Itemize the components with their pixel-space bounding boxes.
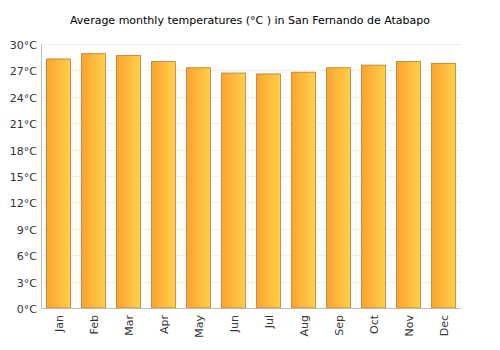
- grid-line: [41, 44, 461, 45]
- y-tick-label: 18°C: [10, 145, 37, 158]
- title: Average monthly temperatures (°C ) in Sa…: [70, 14, 430, 27]
- x-tick-label: Sep: [333, 315, 346, 336]
- x-axis: [41, 308, 461, 309]
- y-tick-label: 15°C: [10, 171, 37, 184]
- x-tick-label: Jul: [263, 315, 276, 329]
- x-tick-label: Feb: [88, 315, 101, 334]
- bars: [47, 54, 456, 308]
- y-tick-label: 9°C: [17, 224, 37, 237]
- y-tick-label: 6°C: [17, 250, 37, 263]
- y-tick-label: 30°C: [10, 39, 37, 52]
- bar: [327, 68, 351, 308]
- bar: [47, 59, 71, 308]
- x-tick-label: Dec: [438, 315, 451, 336]
- x-tick-label: Oct: [368, 314, 381, 334]
- y-axis: [41, 44, 42, 308]
- y-tick-label: 27°C: [10, 65, 37, 78]
- bar: [187, 68, 211, 308]
- x-tick-label: Jan: [53, 315, 66, 333]
- bar: [292, 72, 316, 308]
- x-tick-label: Mar: [123, 315, 136, 336]
- bar: [432, 63, 456, 308]
- bar: [117, 55, 141, 308]
- bar: [152, 62, 176, 308]
- y-tick-label: 3°C: [17, 277, 37, 290]
- y-tick-label: 12°C: [10, 197, 37, 210]
- y-tick-label: 24°C: [10, 92, 37, 105]
- x-tick-label: May: [193, 315, 206, 338]
- y-tick-label: 21°C: [10, 118, 37, 131]
- x-tick-label: Aug: [298, 315, 311, 336]
- x-tick-label: Nov: [403, 315, 416, 337]
- bar: [257, 74, 281, 308]
- y-tick-label: 0°C: [17, 303, 37, 316]
- x-tick-label: Apr: [158, 315, 171, 335]
- bar: [82, 54, 106, 308]
- chart: Average monthly temperatures (°C ) in Sa…: [0, 0, 500, 350]
- grid-line: [41, 308, 461, 309]
- x-tick-label: Jun: [228, 315, 241, 333]
- bar: [397, 62, 421, 308]
- bar: [362, 65, 386, 308]
- bar: [222, 73, 246, 308]
